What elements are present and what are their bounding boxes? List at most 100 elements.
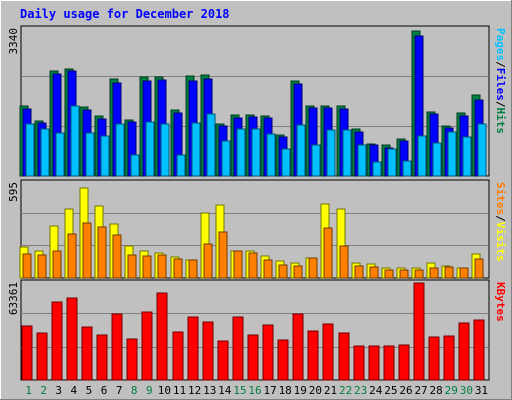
bar-pages-16: [251, 128, 261, 177]
bar-sites-undefined: [173, 258, 183, 279]
x-tick-label: 10: [158, 384, 171, 397]
bar-kbytes-undefined: [307, 330, 319, 381]
bar-sites-undefined: [474, 258, 484, 279]
y-max-label: 595: [7, 182, 20, 202]
bar-sites-undefined: [429, 267, 439, 279]
x-tick-label: 3: [55, 384, 62, 397]
bar-kbytes-undefined: [247, 334, 259, 381]
legend-entry: Visits: [494, 222, 507, 262]
bar-sites-undefined: [142, 255, 152, 279]
bar-kbytes-undefined: [353, 345, 365, 381]
x-tick-label: 31: [475, 384, 488, 397]
x-tick-label: 15: [233, 384, 246, 397]
bar-kbytes-undefined: [428, 336, 440, 381]
x-tick-label: 9: [146, 384, 153, 397]
bar-pages-11: [176, 154, 186, 177]
bar-pages-1: [25, 123, 35, 177]
bar-pages-17: [266, 133, 276, 177]
legend-entry: /: [494, 61, 507, 68]
bar-pages-22: [342, 129, 352, 177]
bar-pages-28: [432, 142, 442, 177]
x-tick-label: 24: [369, 384, 383, 397]
x-tick-label: 27: [414, 384, 427, 397]
bar-kbytes-undefined: [413, 282, 425, 381]
x-tick-label: 29: [445, 384, 458, 397]
x-tick-label: 25: [384, 384, 397, 397]
bar-kbytes-undefined: [51, 301, 63, 381]
bar-kbytes-undefined: [443, 335, 455, 381]
bar-pages-24: [372, 161, 382, 177]
bar-sites-undefined: [127, 254, 137, 279]
x-tick-label: 12: [188, 384, 201, 397]
legend-entry: Sites: [494, 182, 507, 215]
bar-kbytes-undefined: [156, 292, 168, 381]
bar-sites-undefined: [339, 245, 349, 279]
panel-2: 595 Sites/Visits: [7, 179, 507, 279]
legend-entry: Pages: [494, 28, 507, 61]
legend-entry: KBytes: [494, 282, 507, 322]
bar-kbytes-undefined: [322, 323, 334, 381]
x-tick-label: 5: [86, 384, 93, 397]
bar-pages-26: [402, 160, 412, 177]
x-tick-label: 1: [25, 384, 32, 397]
bar-sites-undefined: [157, 254, 167, 279]
bar-sites-undefined: [97, 226, 107, 279]
bar-sites-undefined: [112, 234, 122, 279]
chart-title: Daily usage for December 2018: [20, 7, 230, 21]
bar-sites-undefined: [203, 243, 213, 279]
bar-sites-undefined: [444, 266, 454, 279]
bar-pages-7: [115, 123, 125, 177]
x-tick-label: 19: [294, 384, 307, 397]
bar-sites-undefined: [293, 265, 303, 279]
bar-pages-14: [221, 140, 231, 177]
bar-kbytes-undefined: [232, 316, 244, 381]
bar-kbytes-undefined: [36, 332, 48, 381]
bar-pages-29: [447, 131, 457, 177]
bar-pages-19: [296, 124, 306, 177]
panel-3: 63361 KBytes: [7, 279, 507, 381]
x-tick-label: 13: [203, 384, 216, 397]
x-tick-label: 16: [248, 384, 261, 397]
bar-pages-13: [206, 113, 216, 177]
bar-sites-undefined: [52, 250, 62, 279]
right-legend: Pages/Files/Hits: [494, 28, 507, 134]
bar-kbytes-undefined: [21, 325, 33, 381]
x-tick-label: 11: [173, 384, 186, 397]
x-tick-label: 6: [101, 384, 108, 397]
bar-pages-31: [477, 123, 487, 177]
bar-sites-undefined: [82, 222, 92, 279]
x-tick-label: 14: [218, 384, 232, 397]
bar-kbytes-undefined: [141, 311, 153, 381]
bar-sites-undefined: [233, 250, 243, 279]
x-tick-label: 7: [116, 384, 123, 397]
bar-pages-8: [130, 154, 140, 177]
bar-kbytes-undefined: [202, 321, 214, 381]
legend-entry: Files: [494, 68, 507, 101]
bar-pages-23: [357, 144, 367, 177]
bar-kbytes-undefined: [383, 345, 395, 381]
x-tick-label: 23: [354, 384, 367, 397]
bar-kbytes-undefined: [277, 339, 289, 381]
x-tick-label: 18: [279, 384, 292, 397]
x-tick-label: 17: [263, 384, 276, 397]
y-max-label: 63361: [7, 282, 20, 315]
x-tick-label: 22: [339, 384, 352, 397]
legend-entry: /: [494, 215, 507, 222]
bar-pages-3: [55, 132, 65, 177]
legend-entry: /: [494, 101, 507, 108]
right-legend: Sites/Visits: [494, 182, 507, 262]
bar-sites-undefined: [218, 231, 228, 279]
bar-kbytes-undefined: [368, 345, 380, 381]
bar-pages-5: [85, 132, 95, 177]
y-max-label: 3340: [7, 28, 20, 55]
bar-sites-undefined: [37, 254, 47, 279]
bar-kbytes-undefined: [217, 340, 229, 381]
bar-kbytes-undefined: [81, 326, 93, 381]
legend-entry: Hits: [494, 108, 507, 135]
right-legend: KBytes: [494, 282, 507, 322]
x-tick-label: 30: [460, 384, 473, 397]
bar-sites-undefined: [459, 267, 469, 279]
bar-kbytes-undefined: [96, 334, 108, 381]
bar-sites-undefined: [399, 269, 409, 279]
